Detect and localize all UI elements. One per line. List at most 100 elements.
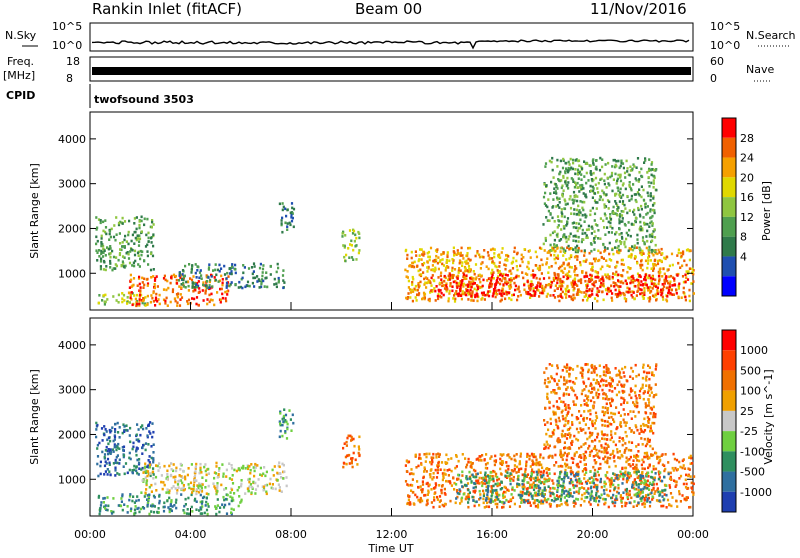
power-cell bbox=[565, 274, 567, 277]
power-cell bbox=[218, 280, 220, 283]
vel-cell bbox=[184, 478, 186, 481]
vel-cell bbox=[429, 461, 431, 464]
vel-cell bbox=[146, 480, 148, 483]
vel-cell bbox=[605, 498, 607, 501]
power-cell bbox=[623, 204, 625, 207]
vel-cell bbox=[487, 485, 489, 488]
power-cell bbox=[492, 248, 494, 251]
power-cell bbox=[235, 283, 237, 286]
power-cell bbox=[469, 277, 471, 280]
power-cell bbox=[641, 250, 643, 253]
vel-cell bbox=[407, 502, 409, 505]
power-cell bbox=[130, 294, 132, 297]
power-cell bbox=[622, 269, 624, 272]
power-cell bbox=[553, 187, 555, 190]
vel-cell bbox=[604, 502, 606, 505]
vel-cell bbox=[618, 411, 620, 414]
vel-cell bbox=[413, 502, 415, 505]
power-cell bbox=[599, 198, 601, 201]
power-cell bbox=[355, 258, 357, 261]
vel-cell bbox=[437, 469, 439, 472]
power-cell bbox=[196, 269, 198, 272]
vel-cell bbox=[605, 489, 607, 492]
power-cell bbox=[646, 247, 648, 250]
power-cell bbox=[342, 244, 344, 247]
power-cell bbox=[578, 209, 580, 212]
vel-cell bbox=[129, 434, 131, 437]
power-cell bbox=[439, 282, 441, 285]
vel-cell bbox=[458, 460, 460, 463]
power-cell bbox=[689, 300, 691, 303]
power-cell bbox=[692, 280, 694, 283]
vel-cell bbox=[117, 422, 119, 425]
vel-cell bbox=[450, 457, 452, 460]
power-cell bbox=[262, 271, 264, 274]
power-cell bbox=[102, 230, 104, 233]
power-cell bbox=[504, 268, 506, 271]
power-cell bbox=[354, 240, 356, 243]
power-cell bbox=[635, 179, 637, 182]
vel-cell bbox=[281, 424, 283, 427]
vel-cell bbox=[182, 509, 184, 512]
power-cell bbox=[650, 169, 652, 172]
power-cell bbox=[567, 238, 569, 241]
vel-cell bbox=[279, 422, 281, 425]
power-cell bbox=[281, 231, 283, 234]
vel-cell bbox=[105, 460, 107, 463]
power-cell bbox=[670, 275, 672, 278]
power-cell bbox=[532, 274, 534, 277]
vel-cell bbox=[496, 479, 498, 482]
vel-cell bbox=[678, 477, 680, 480]
vel-cell bbox=[527, 500, 529, 503]
vel-cell bbox=[219, 506, 221, 509]
power-cell bbox=[647, 205, 649, 208]
power-cell bbox=[235, 272, 237, 275]
vel-cell bbox=[141, 452, 143, 455]
power-cell bbox=[345, 254, 347, 257]
vel-cell bbox=[501, 460, 503, 463]
power-cell bbox=[650, 199, 652, 202]
power-cell bbox=[588, 295, 590, 298]
beam-label: Beam 00 bbox=[355, 0, 422, 18]
power-cell bbox=[289, 222, 291, 225]
power-cell bbox=[152, 292, 154, 295]
power-cell bbox=[617, 293, 619, 296]
vel-cell bbox=[583, 477, 585, 480]
power-cell bbox=[212, 269, 214, 272]
vel-cell bbox=[121, 500, 123, 503]
nsky-tick-top: 10^5 bbox=[52, 20, 82, 33]
power-cell bbox=[605, 193, 607, 196]
power-cell bbox=[453, 247, 455, 250]
power-cell bbox=[579, 261, 581, 264]
vel-cell bbox=[562, 458, 564, 461]
power-cell bbox=[599, 178, 601, 181]
vel-cell bbox=[617, 484, 619, 487]
power-cell bbox=[639, 293, 641, 296]
power-cell bbox=[524, 248, 526, 251]
vel-cell bbox=[208, 472, 210, 475]
vel-cell bbox=[464, 457, 466, 460]
vel-cell bbox=[553, 500, 555, 503]
vel-cell bbox=[606, 462, 608, 465]
power-cell bbox=[464, 291, 466, 294]
power-cell bbox=[624, 172, 626, 175]
power-cell bbox=[189, 277, 191, 280]
vel-cell bbox=[647, 438, 649, 441]
vel-cell bbox=[199, 489, 201, 492]
power-cell bbox=[602, 220, 604, 223]
vel-cell bbox=[489, 476, 491, 479]
power-cell bbox=[435, 255, 437, 258]
power-cell bbox=[110, 236, 112, 239]
power-cell bbox=[585, 272, 587, 275]
power-cell bbox=[495, 296, 497, 299]
power-cell bbox=[648, 249, 650, 252]
power-cell bbox=[460, 294, 462, 297]
power-cell bbox=[205, 290, 207, 293]
power-cell bbox=[291, 202, 293, 205]
power-cell bbox=[515, 276, 517, 279]
vel-cell bbox=[469, 491, 471, 494]
power-cell bbox=[443, 284, 445, 287]
vel-cell bbox=[217, 476, 219, 479]
vel-cell bbox=[642, 488, 644, 491]
